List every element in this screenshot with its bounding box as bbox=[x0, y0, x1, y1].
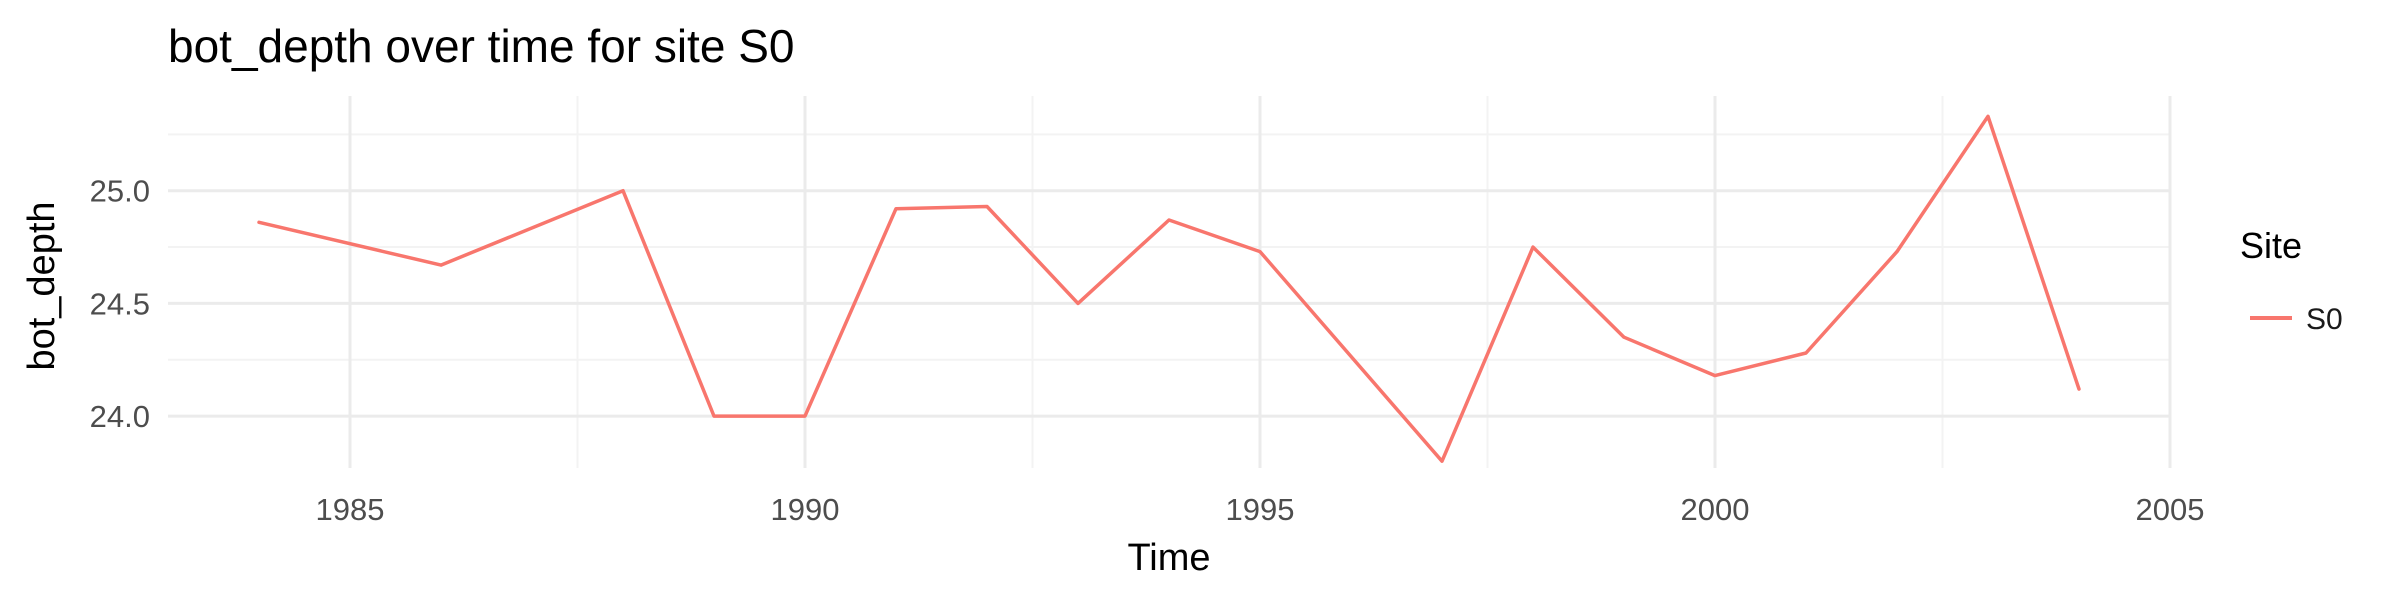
legend: Site S0 bbox=[2240, 225, 2343, 336]
y-tick-label: 24.0 bbox=[90, 399, 150, 434]
x-tick-label: 2005 bbox=[2136, 492, 2205, 527]
y-axis-title: bot_depth bbox=[21, 201, 63, 370]
x-tick-label: 2000 bbox=[1681, 492, 1750, 527]
y-tick-label: 24.5 bbox=[90, 286, 150, 321]
series-layer bbox=[257, 114, 2081, 463]
chart-title: bot_depth over time for site S0 bbox=[168, 20, 794, 72]
y-tick-label: 25.0 bbox=[90, 174, 150, 209]
legend-label-s0: S0 bbox=[2306, 303, 2343, 336]
tick-labels: 1985 1990 1995 2000 2005 24.0 24.5 25.0 bbox=[90, 174, 2205, 527]
series-line-s0 bbox=[257, 114, 2081, 463]
x-tick-label: 1985 bbox=[316, 492, 385, 527]
x-axis-title: Time bbox=[1127, 537, 1210, 579]
x-tick-label: 1990 bbox=[771, 492, 840, 527]
grid bbox=[168, 96, 2172, 468]
legend-title: Site bbox=[2240, 225, 2302, 266]
x-tick-label: 1995 bbox=[1226, 492, 1295, 527]
